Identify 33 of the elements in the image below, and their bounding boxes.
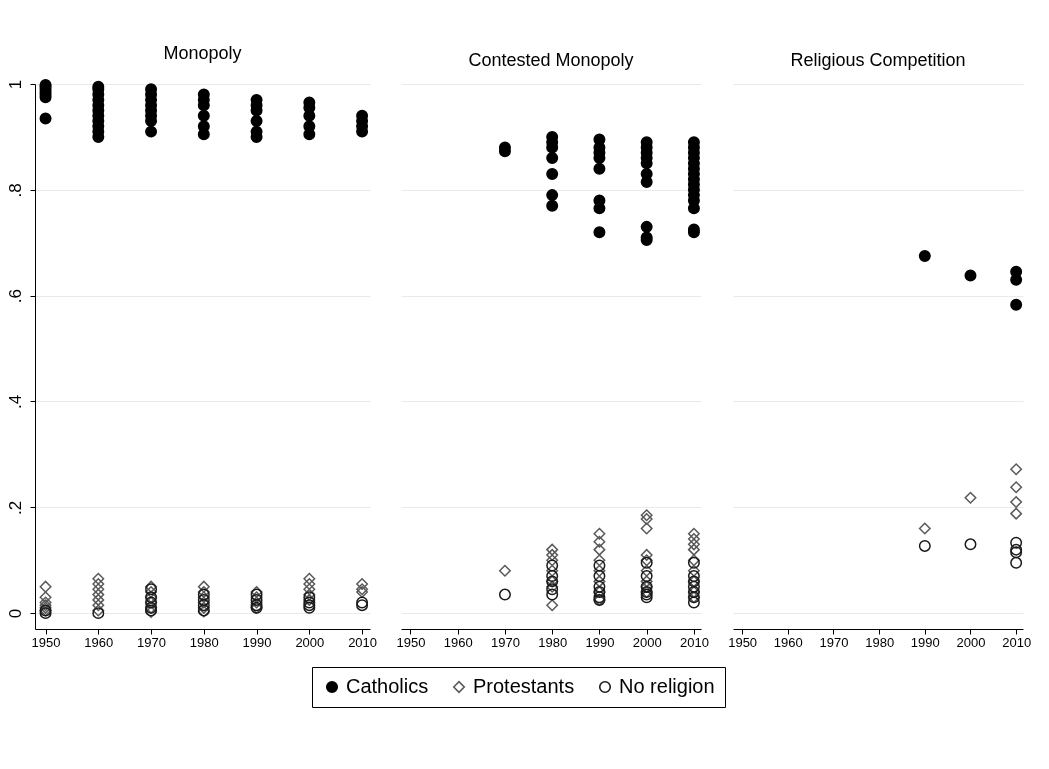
chart-title: Religious Competition	[790, 50, 966, 70]
x-tick-label: 1980	[538, 634, 568, 650]
x-tick-label: 1980	[865, 634, 895, 650]
x-tick-label: 1980	[189, 634, 219, 650]
x-tick-label: 1960	[773, 634, 803, 650]
legend-label: No religion	[619, 675, 715, 697]
y-tick-label: .2	[5, 500, 25, 515]
x-tick-label: 1950	[396, 634, 426, 650]
x-tick-label: 2010	[679, 634, 709, 650]
x-tick-label: 1990	[242, 634, 272, 650]
y-tick-label: 1	[5, 79, 25, 90]
chart-title: Monopoly	[163, 42, 242, 63]
x-tick-label: 1950	[31, 634, 61, 650]
x-tick-label: 1960	[443, 634, 473, 650]
x-tick-label: 1970	[490, 634, 520, 650]
y-tick-label: .6	[5, 289, 25, 304]
legend-label: Catholics	[346, 675, 429, 697]
x-tick-label: 2010	[348, 634, 378, 650]
y-tick-label: .8	[5, 183, 25, 198]
x-tick-label: 1970	[137, 634, 167, 650]
x-tick-label: 2000	[295, 634, 325, 650]
x-tick-label: 1950	[728, 634, 758, 650]
x-tick-label: 2000	[956, 634, 986, 650]
x-tick-label: 1970	[819, 634, 849, 650]
x-tick-label: 2000	[632, 634, 662, 650]
legend-label: Protestants	[473, 675, 575, 697]
chart-title: Contested Monopoly	[468, 50, 634, 70]
x-tick-label: 1990	[910, 634, 940, 650]
y-tick-label: 0	[5, 608, 25, 619]
y-tick-label: .4	[5, 394, 25, 410]
x-tick-label: 1990	[585, 634, 615, 650]
x-tick-label: 1960	[84, 634, 114, 650]
x-tick-label: 2010	[1002, 634, 1032, 650]
